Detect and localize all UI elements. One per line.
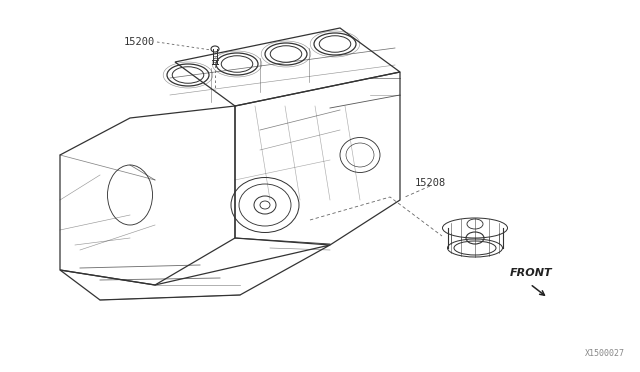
Text: X1500027: X1500027 [585,349,625,358]
Text: FRONT: FRONT [510,268,552,278]
Text: 15208: 15208 [415,178,446,188]
Text: 15200: 15200 [124,37,155,47]
